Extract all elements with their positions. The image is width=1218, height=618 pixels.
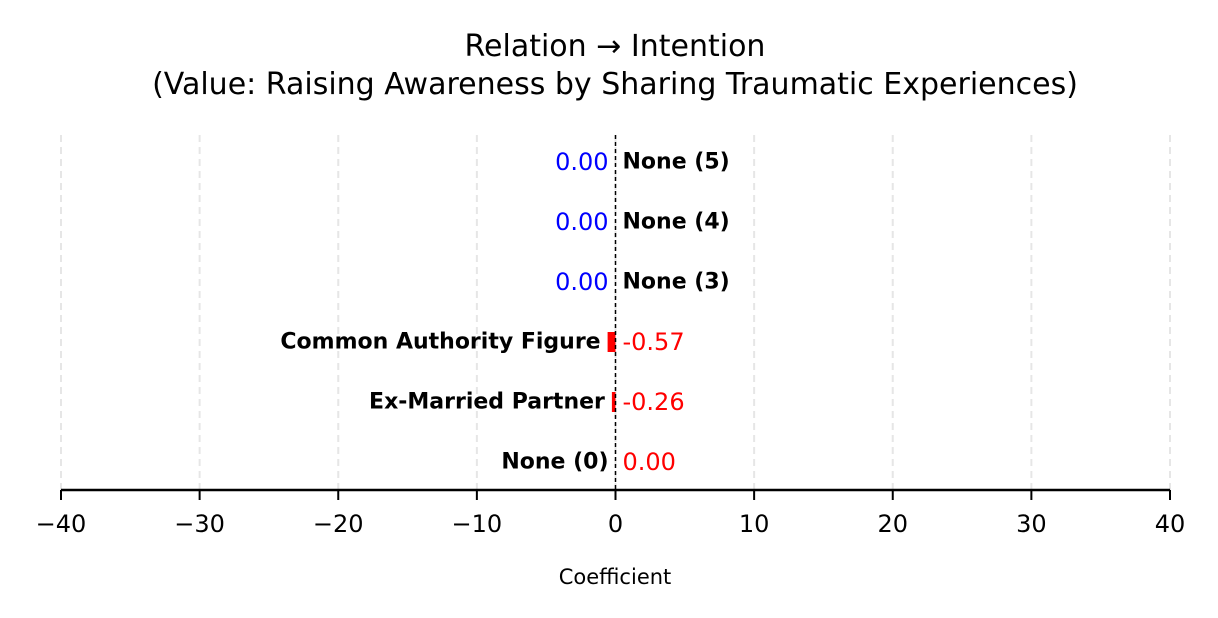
x-tick-label-4: 0 (608, 510, 623, 538)
bar-3 (607, 332, 616, 352)
category-label-3: Common Authority Figure (280, 330, 600, 355)
bar-4 (611, 392, 616, 412)
chart-subtitle: (Value: Raising Awareness by Sharing Tra… (152, 67, 1078, 102)
category-label-2: None (3) (623, 270, 730, 295)
category-label-1: None (4) (623, 210, 730, 235)
category-label-5: None (0) (501, 450, 608, 475)
x-tick-label-0: −40 (36, 510, 87, 538)
value-label-4: -0.26 (623, 388, 685, 416)
category-label-4: Ex-Married Partner (369, 390, 605, 415)
category-label-0: None (5) (623, 150, 730, 175)
bars (607, 152, 616, 472)
x-tick-label-3: −10 (452, 510, 503, 538)
value-label-2: 0.00 (555, 268, 608, 296)
value-label-5: 0.00 (623, 448, 676, 476)
value-label-0: 0.00 (555, 148, 608, 176)
x-tick-label-8: 40 (1155, 510, 1186, 538)
x-axis: −40 −30 −20 −10 0 10 20 30 40 (36, 488, 1186, 538)
x-tick-label-1: −30 (174, 510, 225, 538)
bar-labels: None (5) 0.00 None (4) 0.00 None (3) 0.00 Comm… (280, 148, 729, 476)
x-tick-label-5: 10 (739, 510, 770, 538)
chart-title: Relation → Intention (465, 29, 766, 64)
value-label-1: 0.00 (555, 208, 608, 236)
value-label-3: -0.57 (623, 328, 685, 356)
x-tick-label-6: 20 (877, 510, 908, 538)
x-tick-label-2: −20 (313, 510, 364, 538)
x-tick-label-7: 30 (1016, 510, 1047, 538)
x-axis-label: Coefficient (559, 565, 672, 589)
